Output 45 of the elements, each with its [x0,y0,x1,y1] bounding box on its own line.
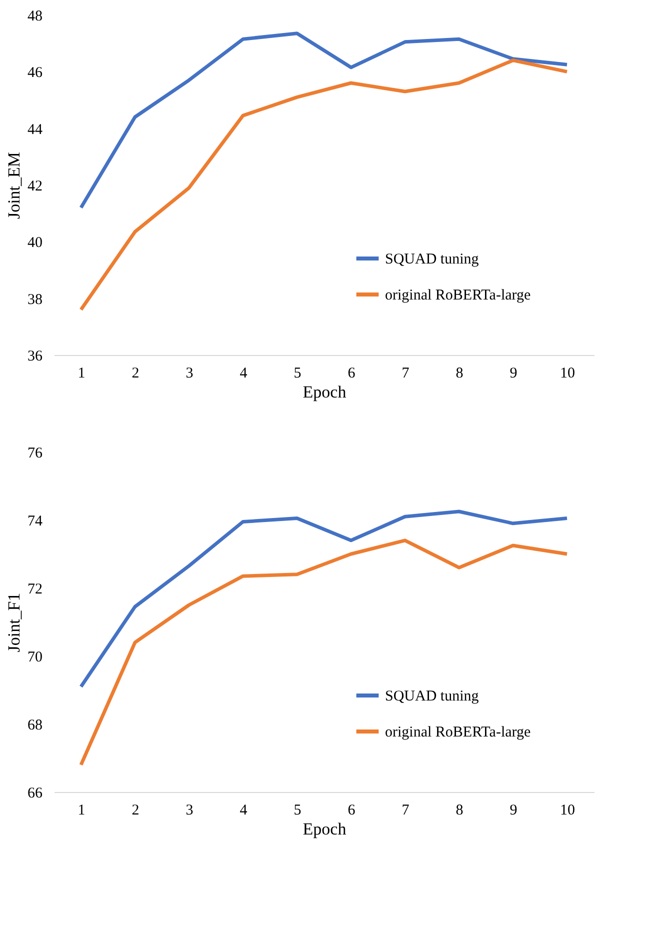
x-tick-label: 1 [78,802,86,818]
legend-label: SQUAD tuning [385,252,480,268]
line-series [79,58,569,312]
x-tick-label: 3 [186,802,194,818]
y-axis-title: Joint_EM [4,152,24,220]
x-tick-label: 5 [294,802,302,818]
x-tick-label: 7 [402,802,410,818]
x-tick-label: 9 [510,802,518,818]
legend-label: SQUAD tuning [385,688,480,704]
x-tick-label: 1 [78,366,86,382]
x-axis-title: Epoch [302,382,347,402]
y-tick-label: 36 [28,348,43,364]
legend-label: original RoBERTa-large [385,288,531,304]
y-tick-label: 40 [28,235,42,252]
y-tick-label: 48 [28,8,42,24]
y-axis-title: Joint_F1 [4,592,24,652]
x-tick-label: 6 [348,802,356,818]
legend-label: original RoBERTa-large [385,724,531,740]
y-tick-label: 44 [28,122,43,138]
x-axis-title: Epoch [302,820,347,838]
y-tick-label: 38 [28,292,42,308]
line-series [79,538,569,767]
x-tick-label: 10 [560,366,575,382]
y-tick-label: 42 [28,178,42,194]
y-tick-label: 72 [28,582,42,598]
x-tick-label: 2 [132,366,140,382]
x-tick-label: 8 [456,366,464,382]
x-tick-label: 5 [294,366,302,382]
line-series [79,510,569,688]
x-tick-label: 7 [402,366,410,382]
x-tick-label: 8 [456,802,464,818]
y-tick-label: 74 [28,514,43,530]
y-tick-label: 68 [28,718,42,734]
x-tick-label: 3 [186,366,194,382]
x-tick-label: 9 [510,366,518,382]
x-tick-label: 4 [240,802,248,818]
y-tick-label: 66 [28,786,43,802]
y-tick-label: 70 [28,650,42,666]
y-tick-label: 76 [28,446,43,462]
y-tick-label: 46 [28,65,43,82]
x-tick-label: 2 [132,802,140,818]
x-tick-label: 10 [560,802,575,818]
x-tick-label: 4 [240,366,248,382]
x-tick-label: 6 [348,366,356,382]
line-series [79,32,569,210]
